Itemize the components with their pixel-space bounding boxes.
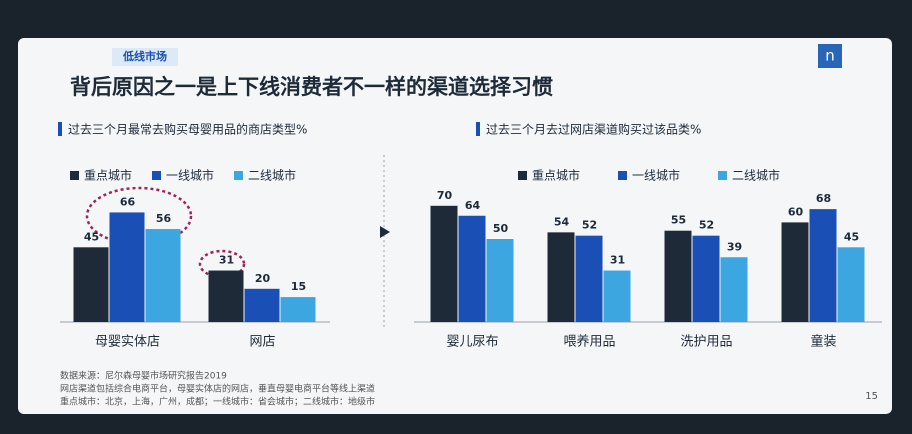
value-label: 15 xyxy=(291,280,306,293)
bar xyxy=(145,229,181,322)
legend-label: 二线城市 xyxy=(248,168,296,183)
bar xyxy=(73,247,109,322)
bar xyxy=(486,239,514,322)
x-tick-label: 洗护用品 xyxy=(680,335,732,350)
headline: 背后原因之一是上下线消费者不一样的渠道选择习惯 xyxy=(70,75,553,99)
bar xyxy=(208,270,244,322)
value-label: 45 xyxy=(84,230,99,243)
x-tick-label: 喂养用品 xyxy=(563,334,615,350)
value-label: 66 xyxy=(120,195,136,208)
legend-label: 一线城市 xyxy=(166,168,214,183)
value-label: 54 xyxy=(554,215,570,228)
title-marker xyxy=(476,122,480,136)
bar xyxy=(603,270,631,322)
title-marker xyxy=(58,122,62,136)
x-tick-label: 母婴实体店 xyxy=(95,335,160,350)
bar xyxy=(692,235,720,322)
value-label: 31 xyxy=(610,254,625,267)
tag-box xyxy=(112,48,178,66)
legend-label: 一线城市 xyxy=(632,168,680,183)
bar xyxy=(575,235,603,322)
highlight-circle xyxy=(198,249,246,279)
bar xyxy=(809,209,837,322)
value-label: 39 xyxy=(727,240,742,253)
logo: n xyxy=(825,47,835,65)
bar xyxy=(244,288,280,322)
bar xyxy=(664,230,692,322)
value-label: 50 xyxy=(493,222,509,235)
logo-box xyxy=(818,44,842,68)
value-label: 68 xyxy=(816,192,831,205)
note: 数据来源：尼尔森母婴市场研究报告2019 xyxy=(60,370,227,382)
value-label: 55 xyxy=(671,214,686,227)
legend-label: 重点城市 xyxy=(84,168,132,183)
legend-swatch xyxy=(152,171,161,180)
bar xyxy=(109,212,145,322)
value-label: 31 xyxy=(219,254,234,267)
value-label: 52 xyxy=(699,219,714,232)
value-label: 64 xyxy=(465,199,481,212)
value-label: 70 xyxy=(437,189,453,202)
value-label: 56 xyxy=(156,212,172,225)
bar xyxy=(781,222,809,322)
note: 网店渠道包括综合电商平台，母婴实体店的网店，垂直母婴电商平台等线上渠道 xyxy=(60,383,375,395)
legend-swatch xyxy=(70,171,79,180)
chart-title: 过去三个月去过网店渠道购买过该品类% xyxy=(486,122,701,137)
highlight-circle xyxy=(85,186,193,246)
x-tick-label: 童装 xyxy=(810,334,836,350)
chart-title: 过去三个月最常去购买母婴用品的商店类型% xyxy=(68,122,307,137)
legend-swatch xyxy=(518,171,527,180)
x-tick-label: 婴儿尿布 xyxy=(446,335,498,350)
bar xyxy=(720,257,748,322)
bar xyxy=(547,232,575,322)
legend-label: 二线城市 xyxy=(732,168,780,183)
legend-swatch xyxy=(718,171,727,180)
value-label: 52 xyxy=(582,219,597,232)
bar xyxy=(458,215,486,322)
bar xyxy=(280,297,316,322)
legend-label: 重点城市 xyxy=(532,168,580,183)
bar xyxy=(837,247,865,322)
x-tick-label: 网店 xyxy=(249,335,275,350)
value-label: 20 xyxy=(255,272,271,285)
legend-swatch xyxy=(618,171,627,180)
tag: 低线市场 xyxy=(122,49,167,63)
value-label: 45 xyxy=(844,230,859,243)
arrow xyxy=(380,226,390,238)
bar xyxy=(430,205,458,322)
note: 重点城市：北京，上海，广州，成都；一线城市：省会城市；二线城市：地级市 xyxy=(60,396,375,408)
page-number: 15 xyxy=(865,391,878,402)
value-label: 60 xyxy=(788,205,804,218)
legend-swatch xyxy=(234,171,243,180)
